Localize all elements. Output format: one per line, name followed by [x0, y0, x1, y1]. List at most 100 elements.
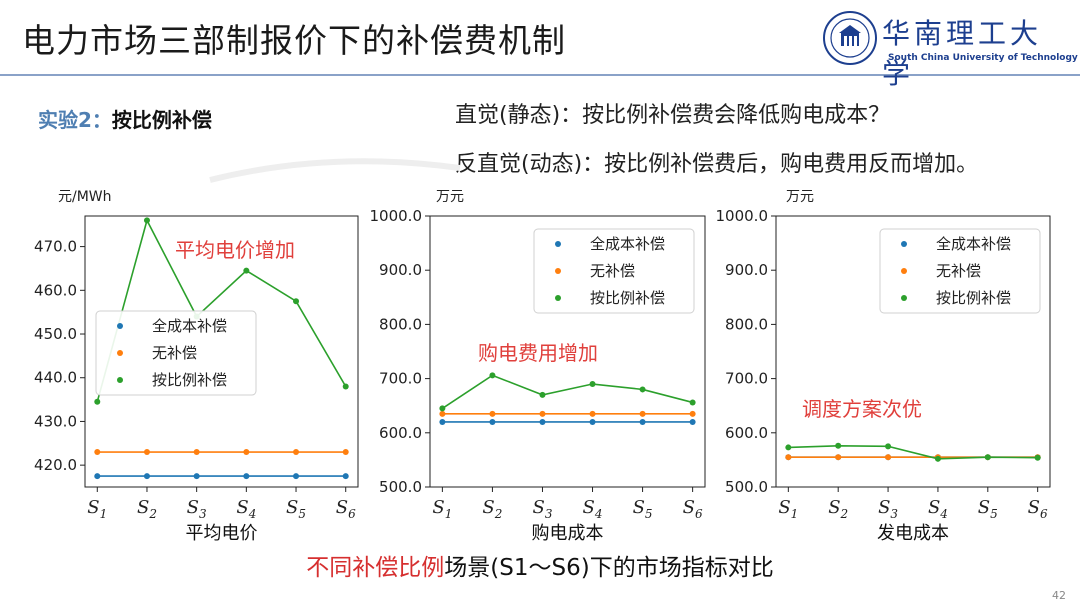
logo-text-cn: 华南理工大学 — [882, 17, 1043, 90]
data-point — [539, 410, 546, 417]
data-point — [293, 449, 300, 456]
legend-marker — [555, 241, 561, 247]
plot-frame — [84, 215, 359, 488]
data-point — [439, 418, 446, 425]
x-axis-label: 发电成本 — [877, 523, 949, 544]
data-point — [689, 399, 696, 406]
data-point — [293, 473, 300, 480]
chart-2: 500.0 600.0 700.0 800.0 900.0 1000.0 S1 S2 S3 S4 S… — [370, 189, 706, 544]
caption-highlight: 不同补偿比例 — [306, 555, 445, 581]
data-point — [489, 372, 496, 379]
data-point — [94, 398, 101, 405]
chart-annotation: 平均电价增加 — [175, 238, 295, 262]
y-tick-label: 1000.0 — [716, 207, 769, 225]
data-point — [439, 405, 446, 412]
y-tick-label: 430.0 — [34, 412, 77, 430]
plot-frame — [429, 215, 706, 488]
y-tick-label: 500.0 — [725, 478, 768, 496]
legend-label: 无补偿 — [152, 344, 197, 362]
y-tick-label: 450.0 — [34, 325, 77, 343]
data-point — [342, 383, 349, 390]
title-divider — [0, 74, 1080, 76]
y-tick-label: 800.0 — [379, 315, 422, 333]
data-point — [689, 410, 696, 417]
page-title: 电力市场三部制报价下的补偿费机制 — [22, 21, 566, 60]
data-point — [639, 386, 646, 393]
legend-label: 按比例补偿 — [936, 289, 1011, 307]
data-point — [94, 449, 101, 456]
y-tick-label: 500.0 — [379, 478, 422, 496]
legend-marker — [901, 295, 907, 301]
data-point — [193, 473, 200, 480]
data-point — [243, 449, 250, 456]
data-point — [885, 443, 892, 450]
data-point — [143, 449, 150, 456]
legend-label: 无补偿 — [590, 262, 635, 280]
experiment-heading: 实验2：按比例补偿 — [38, 104, 212, 133]
data-point — [143, 473, 150, 480]
chart-annotation: 调度方案次优 — [802, 397, 922, 421]
data-point — [243, 473, 250, 480]
legend-marker — [555, 295, 561, 301]
experiment-label: 实验2： — [38, 108, 112, 132]
x-tick-label: S6 — [683, 497, 703, 521]
data-point — [143, 217, 150, 224]
x-axis-label: 购电成本 — [532, 523, 604, 544]
legend-marker — [901, 241, 907, 247]
legend-label: 全成本补偿 — [590, 235, 665, 253]
university-logo: 华南理工大学 South China University of Technol… — [822, 10, 1078, 90]
x-tick-label: S4 — [236, 497, 256, 521]
logo-text-en: South China University of Technology — [888, 53, 1078, 63]
legend-marker — [117, 377, 123, 383]
y-tick-label: 470.0 — [34, 238, 77, 256]
chart-3: 500.0 600.0 700.0 800.0 900.0 1000.0 S1 S2 S3 S4 S… — [716, 189, 1051, 544]
x-tick-label: S2 — [828, 497, 848, 521]
y-tick-label: 900.0 — [725, 261, 768, 279]
university-seal-icon — [823, 11, 877, 65]
legend-marker — [901, 268, 907, 274]
x-tick-label: S6 — [336, 497, 356, 521]
y-axis-unit: 元/MWh — [58, 189, 112, 205]
y-tick-label: 420.0 — [34, 456, 77, 474]
y-tick-label: 900.0 — [379, 261, 422, 279]
y-axis-unit: 万元 — [786, 189, 814, 205]
x-tick-label: S1 — [432, 497, 452, 521]
data-point — [342, 473, 349, 480]
data-point — [785, 444, 792, 451]
series-line — [788, 445, 1038, 460]
legend-box — [533, 228, 695, 314]
x-tick-label: S1 — [778, 497, 798, 521]
legend-label: 全成本补偿 — [152, 317, 227, 335]
data-point — [835, 442, 842, 449]
data-point — [489, 418, 496, 425]
y-tick-label: 440.0 — [34, 369, 77, 387]
intuition-dynamic-note: 反直觉(动态)：按比例补偿费后，购电费用反而增加。 — [455, 152, 979, 177]
x-tick-label: S2 — [482, 497, 502, 521]
x-tick-label: S2 — [137, 497, 157, 521]
experiment-value: 按比例补偿 — [111, 108, 212, 132]
x-tick-label: S1 — [87, 497, 107, 521]
x-tick-label: S5 — [633, 497, 653, 521]
legend-box — [879, 228, 1041, 314]
y-tick-label: 460.0 — [34, 281, 77, 299]
x-tick-label: S5 — [978, 497, 998, 521]
data-point — [589, 381, 596, 388]
x-axis-label: 平均电价 — [186, 523, 258, 544]
x-tick-label: S6 — [1028, 497, 1048, 521]
data-point — [539, 391, 546, 398]
legend-label: 按比例补偿 — [152, 371, 227, 389]
plot-frame — [775, 215, 1051, 488]
caption-rest: 场景(S1～S6)下的市场指标对比 — [444, 555, 774, 581]
chart-1: 420.0 430.0 440.0 450.0 460.0 470.0 S1 S2 S3 S4 S5… — [34, 189, 359, 544]
chart-annotation: 购电费用增加 — [478, 341, 598, 365]
x-tick-label: S3 — [878, 497, 898, 521]
data-point — [639, 410, 646, 417]
data-point — [785, 454, 792, 461]
legend-label: 无补偿 — [936, 262, 981, 280]
decorative-arc — [209, 158, 461, 183]
y-tick-label: 800.0 — [725, 315, 768, 333]
data-point — [984, 454, 991, 461]
data-point — [689, 418, 696, 425]
